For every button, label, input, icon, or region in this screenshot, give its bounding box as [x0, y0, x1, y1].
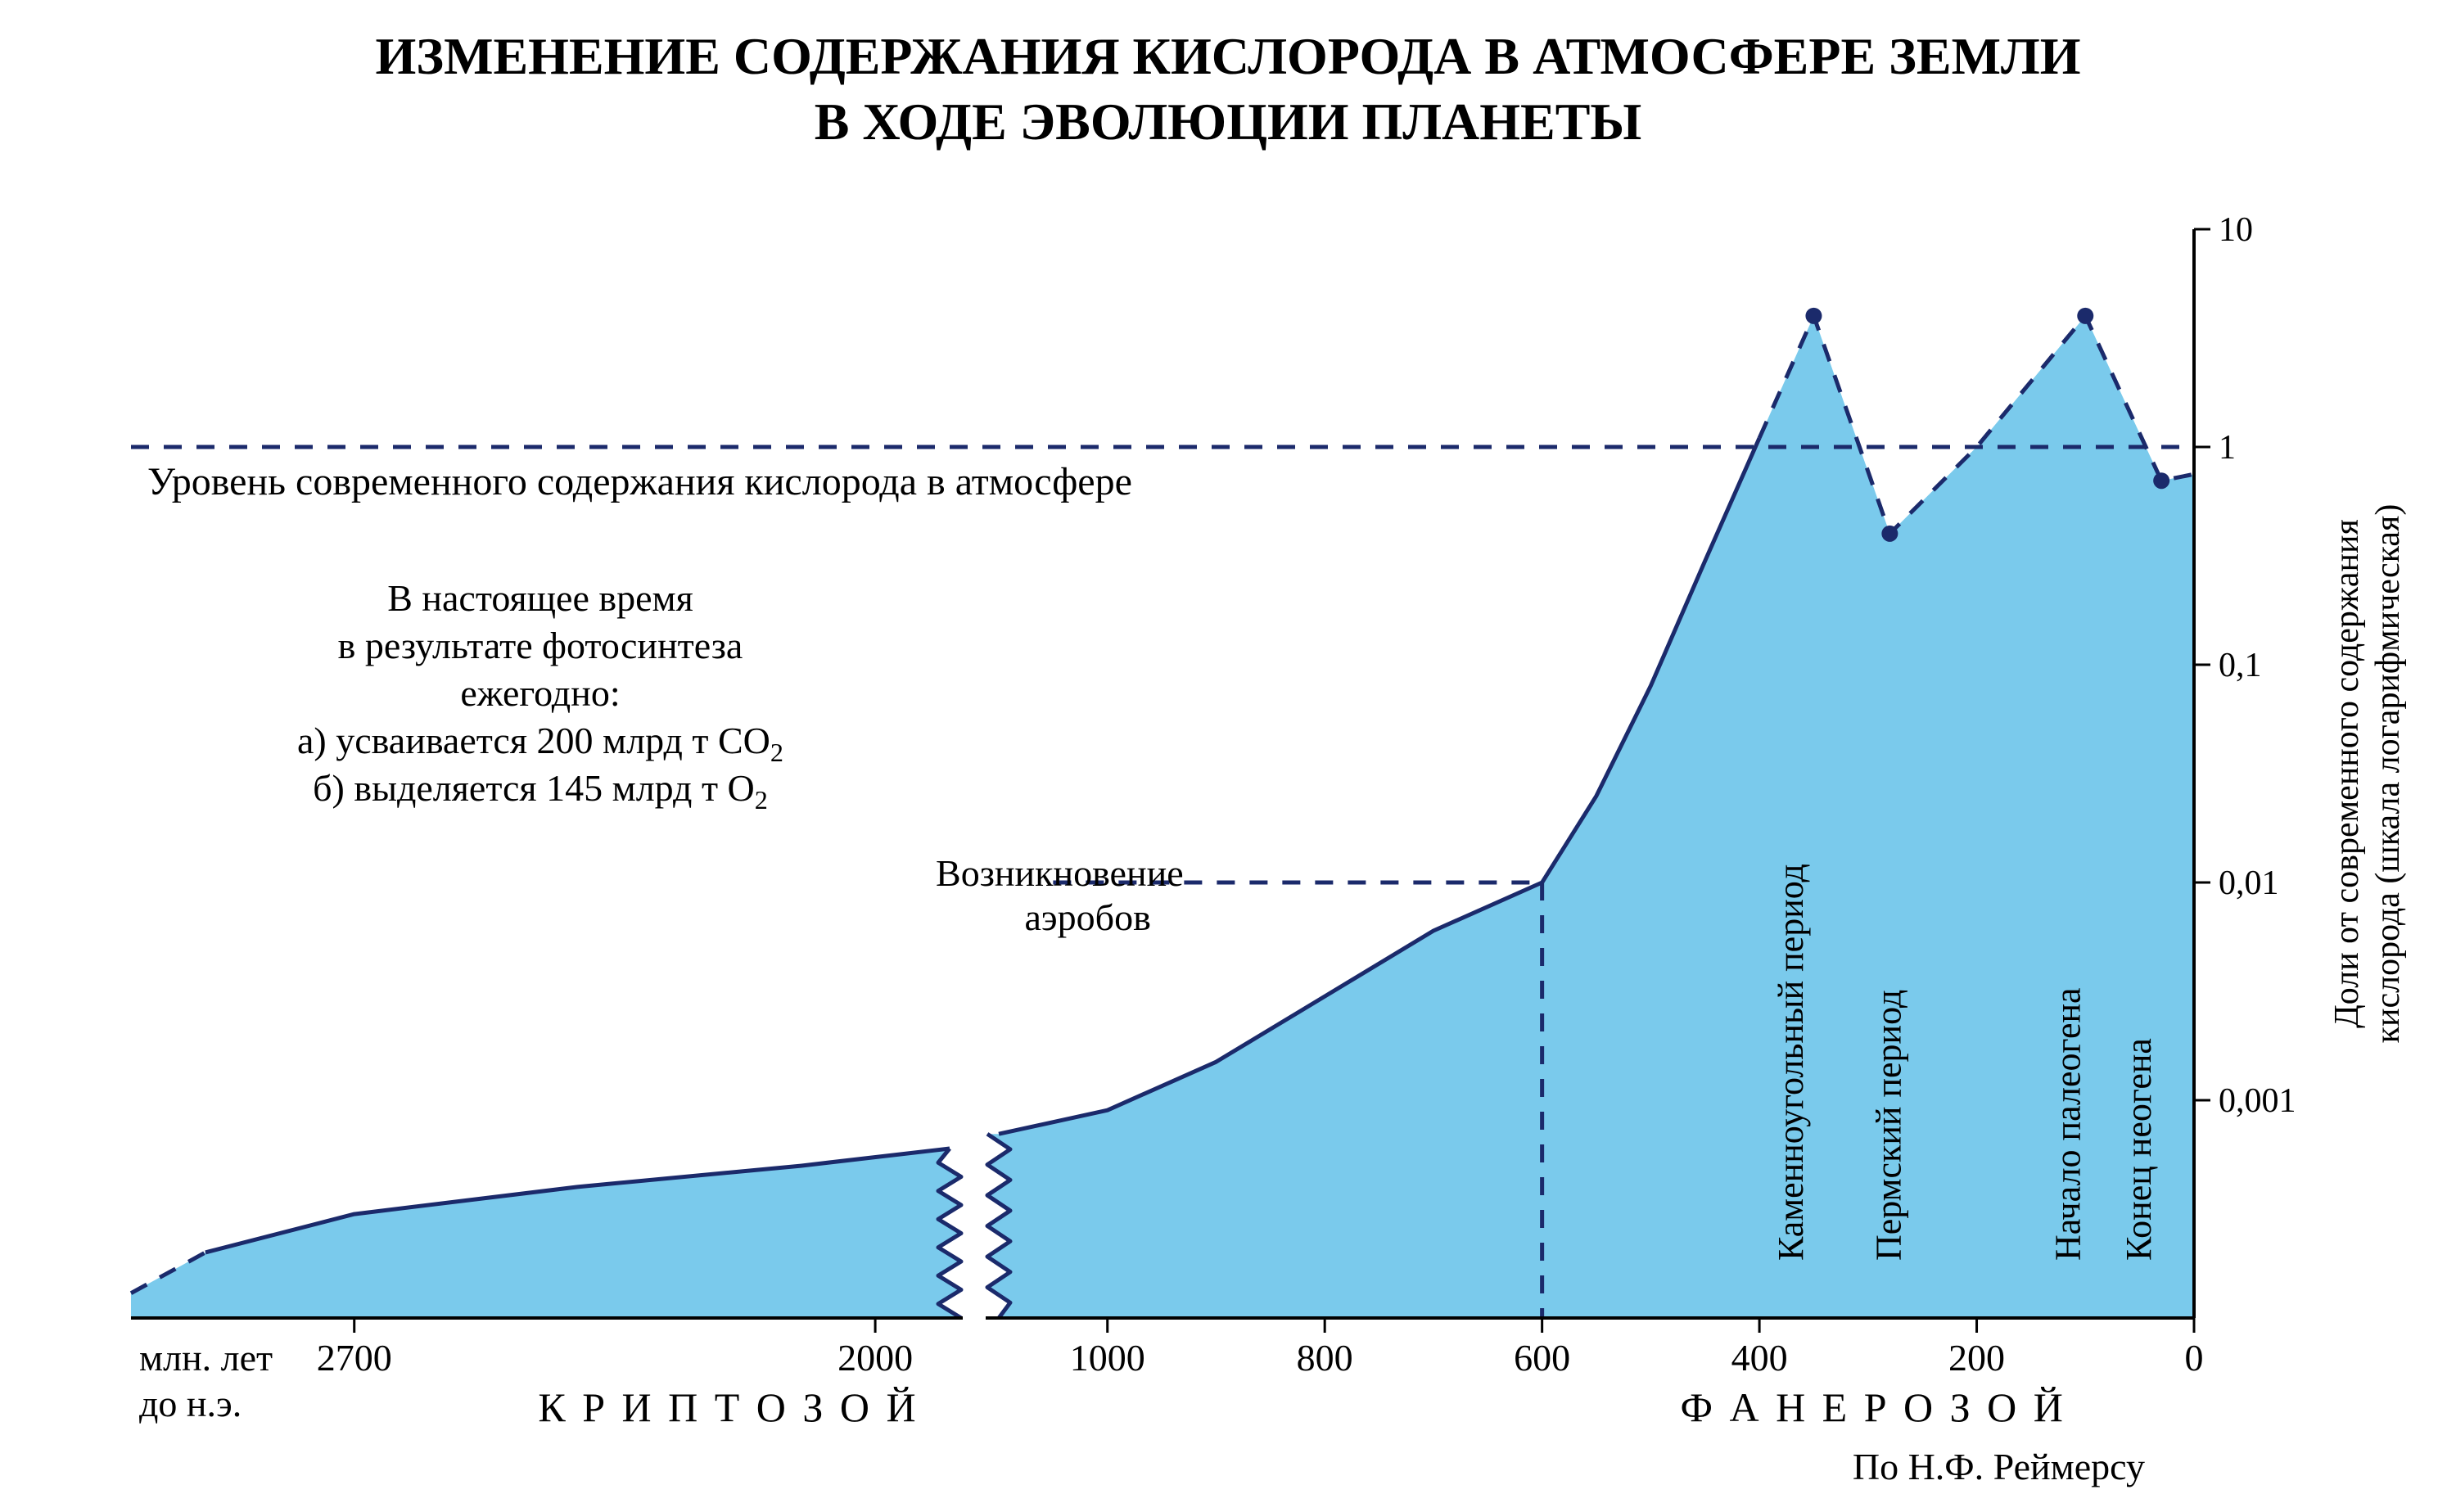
- label-current-level: Уровень современного содержания кислород…: [147, 460, 1132, 503]
- x-tick-label: 800: [1297, 1337, 1353, 1379]
- y-tick-label: 0,001: [2219, 1082, 2296, 1120]
- info-box-line: В настоящее время: [387, 577, 693, 619]
- y-tick-label: 1: [2219, 429, 2236, 467]
- x-tick-label: 600: [1514, 1337, 1570, 1379]
- data-marker: [2077, 308, 2093, 324]
- title-line-2: В ХОДЕ ЭВОЛЮЦИИ ПЛАНЕТЫ: [815, 93, 1641, 151]
- area-fill-left: [131, 1149, 961, 1318]
- title-line-1: ИЗМЕНЕНИЕ СОДЕРЖАНИЯ КИСЛОРОДА В АТМОСФЕ…: [376, 27, 2081, 85]
- y-axis-title-1: Доли от современного содержания: [2328, 519, 2366, 1028]
- data-marker: [1881, 526, 1898, 542]
- x-axis-title-1: млн. лет: [139, 1337, 273, 1379]
- x-tick-label: 0: [2185, 1337, 2204, 1379]
- oxygen-evolution-chart: ИЗМЕНЕНИЕ СОДЕРЖАНИЯ КИСЛОРОДА В АТМОСФЕ…: [0, 0, 2456, 1512]
- info-box-line: в результате фотосинтеза: [338, 625, 743, 666]
- area-fill-right: [987, 316, 2194, 1318]
- y-tick-label: 0,01: [2219, 864, 2279, 902]
- x-tick-label: 200: [1948, 1337, 2005, 1379]
- x-tick-label: 2700: [317, 1337, 392, 1379]
- y-axis-title-2: кислорода (шкала логарифмическая): [2369, 504, 2407, 1044]
- period-label: Начало палеогена: [2048, 987, 2088, 1261]
- y-tick-label: 10: [2219, 211, 2253, 249]
- data-marker: [2153, 472, 2169, 489]
- x-tick-label: 400: [1731, 1337, 1788, 1379]
- x-tick-label: 1000: [1070, 1337, 1145, 1379]
- info-box-line-b: б) выделяется 145 млрд т O2: [313, 767, 768, 815]
- period-label: Конец неогена: [2119, 1038, 2159, 1261]
- data-marker: [1805, 308, 1822, 324]
- x-axis-title-2: до н.э.: [139, 1383, 242, 1424]
- x-tick-label: 2000: [837, 1337, 913, 1379]
- label-aerobes-1: Возникновение: [936, 852, 1184, 894]
- chart-svg: ИЗМЕНЕНИЕ СОДЕРЖАНИЯ КИСЛОРОДА В АТМОСФЕ…: [0, 0, 2456, 1512]
- period-label: Каменноугольный период: [1771, 864, 1811, 1261]
- y-tick-label: 0,1: [2219, 647, 2262, 684]
- info-box-line: ежегодно:: [460, 672, 620, 714]
- credit: По Н.Ф. Реймерсу: [1853, 1446, 2145, 1487]
- era-cryptozoic: К Р И П Т О З О Й: [538, 1384, 919, 1430]
- era-phanerozoic: Ф А Н Е Р О З О Й: [1680, 1384, 2065, 1430]
- label-aerobes-2: аэробов: [1025, 896, 1151, 938]
- period-label: Пермский период: [1869, 990, 1909, 1261]
- info-box-line-a: а) усваивается 200 млрд т CO2: [297, 720, 783, 767]
